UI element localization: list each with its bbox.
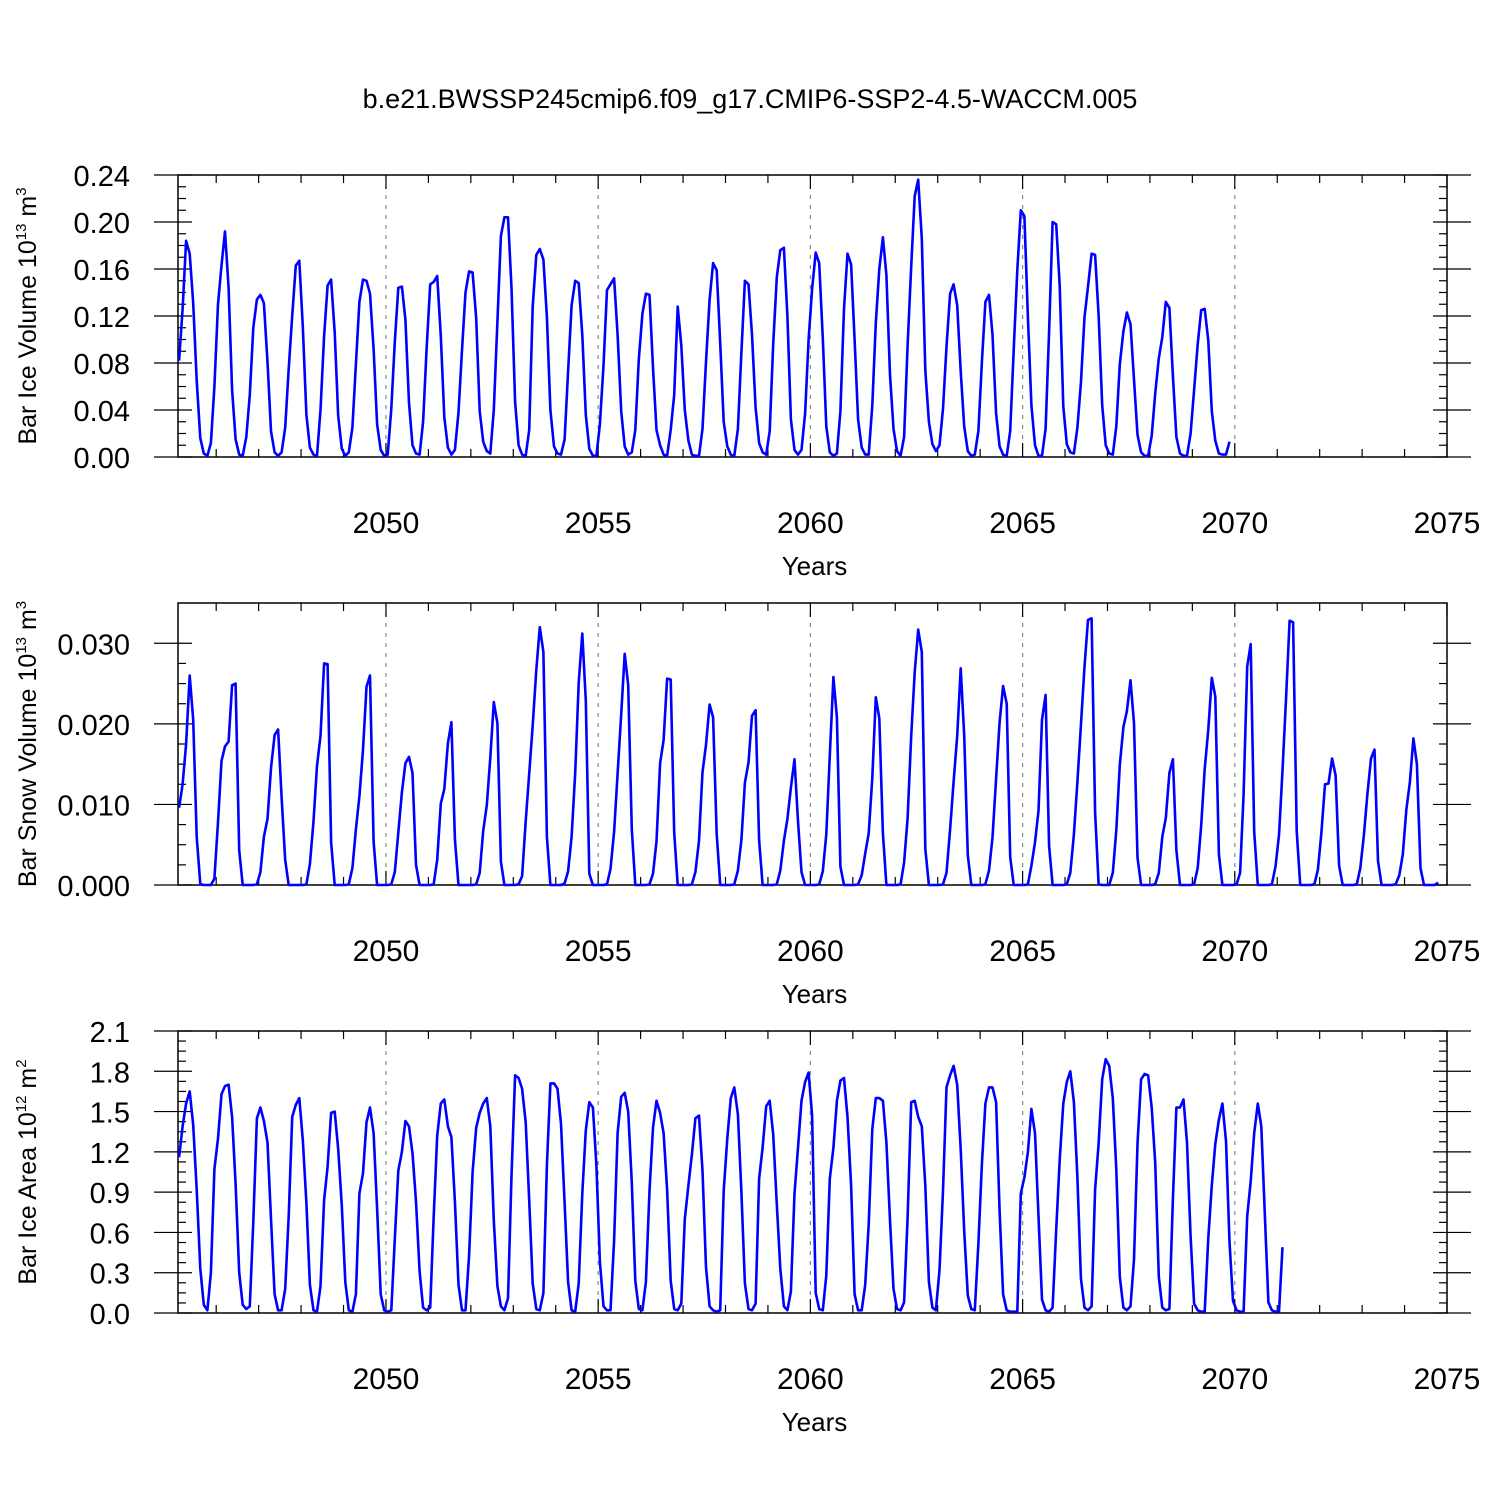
y-tick-label: 1.2 — [90, 1138, 130, 1170]
plot-frame — [177, 602, 1448, 886]
x-axis-label: Years — [782, 979, 848, 1009]
y-tick-label: 0.08 — [74, 349, 130, 381]
y-tick-label: 0.010 — [57, 790, 130, 822]
x-tick-label: 2050 — [353, 1363, 420, 1396]
x-tick-label: 2050 — [353, 507, 420, 540]
y-tick-label: 0.000 — [57, 871, 130, 903]
x-tick-label: 2055 — [565, 1363, 632, 1396]
y-tick-label: 0.0 — [90, 1299, 130, 1331]
chart-title: b.e21.BWSSP245cmip6.f09_g17.CMIP6-SSP2-4… — [362, 84, 1138, 114]
y-tick-label: 0.12 — [74, 302, 130, 334]
x-axis-label: Years — [782, 551, 848, 581]
x-tick-label: 2060 — [777, 1363, 844, 1396]
y-tick-label: 0.20 — [74, 208, 130, 240]
y-tick-label: 0.24 — [74, 161, 130, 193]
panel-2: 2050 2055 2060 2065 2070 2075 0.000 0.010 0.020 0… — [13, 601, 1480, 1009]
x-tick-label: 2075 — [1414, 1363, 1481, 1396]
x-tick-label: 2060 — [777, 507, 844, 540]
y-tick-label: 2.1 — [90, 1017, 130, 1049]
x-tick-label: 2055 — [565, 507, 632, 540]
x-tick-label: 2075 — [1414, 507, 1481, 540]
x-tick-label: 2075 — [1414, 935, 1481, 968]
plot-frame — [177, 174, 1448, 458]
y-tick-label: 0.9 — [90, 1178, 130, 1210]
y-axis-label: Bar Ice Area 1012 m2 — [13, 1059, 42, 1284]
y-tick-label: 1.5 — [90, 1098, 130, 1130]
x-tick-label: 2070 — [1201, 1363, 1268, 1396]
x-tick-label: 2065 — [989, 507, 1056, 540]
x-tick-label: 2060 — [777, 935, 844, 968]
x-tick-label: 2065 — [989, 1363, 1056, 1396]
y-tick-label: 0.16 — [74, 255, 130, 287]
x-tick-label: 2055 — [565, 935, 632, 968]
series-line — [177, 1057, 1284, 1313]
x-tick-label: 2050 — [353, 935, 420, 968]
panel-3: 2050 2055 2060 2065 2070 2075 0.0 0.3 0.6 0.9 1.2 1… — [13, 1017, 1480, 1437]
y-tick-label: 0.00 — [74, 443, 130, 475]
x-axis-label: Years — [782, 1407, 848, 1437]
y-axis-label: Bar Snow Volume 1013 m3 — [13, 601, 42, 887]
y-tick-label: 0.04 — [74, 396, 130, 428]
x-tick-label: 2065 — [989, 935, 1056, 968]
y-tick-label: 0.030 — [57, 629, 130, 661]
y-tick-label: 0.020 — [57, 710, 130, 742]
y-tick-label: 0.3 — [90, 1259, 130, 1291]
panel-1: 2050 2055 2060 2065 2070 2075 0.00 0.04 0.08 0.12… — [13, 161, 1480, 581]
series-line — [177, 616, 1439, 887]
y-tick-label: 1.8 — [90, 1057, 130, 1089]
y-axis-label: Bar Ice Volume 1013 m3 — [13, 187, 42, 444]
x-tick-label: 2070 — [1201, 935, 1268, 968]
x-tick-label: 2070 — [1201, 507, 1268, 540]
y-tick-label: 0.6 — [90, 1218, 130, 1250]
series-line — [177, 178, 1231, 458]
